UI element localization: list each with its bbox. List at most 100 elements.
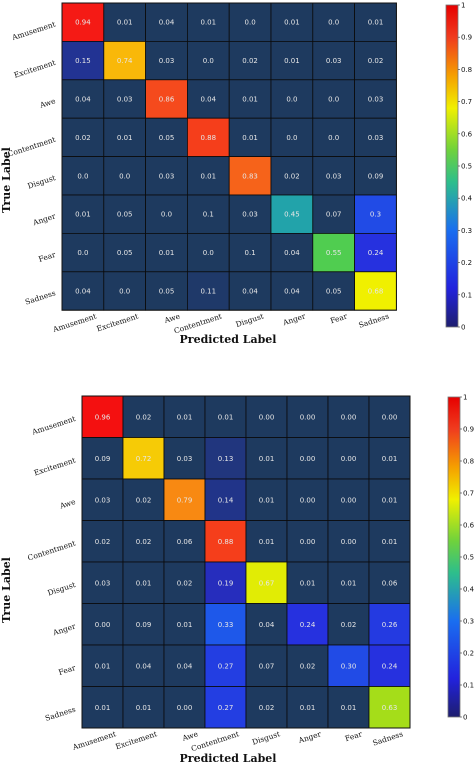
cell-value-label: 0.26 [382,621,398,629]
cell-value-label: 0.0 [119,172,130,180]
cell-value-label: 0.00 [300,455,316,463]
colorbar-tick-label: 0.3 [463,618,474,626]
cell-value-label: 0.01 [136,579,152,587]
cell-value-label: 0.11 [201,288,217,296]
cell-value-label: 0.00 [341,413,357,421]
heatmap-cell [145,194,188,234]
heatmap-cell [163,437,206,480]
heatmap-cell [354,156,397,196]
colorbar-tick-label: 0.1 [461,291,472,299]
heatmap-cell [228,271,272,311]
x-tick-label: Disgust [251,729,281,746]
heatmap-cell [327,644,370,687]
colorbar-gradient [445,4,459,328]
heatmap-cell [122,603,165,646]
colorbar-tick-label: 0.6 [463,522,474,530]
colorbar-tick-label: 0.4 [461,195,473,203]
cell-value-label: 0.01 [368,19,384,27]
y-tick-labels: Amusement Excitement Awe Contentment Disgust… [6,20,57,307]
heatmap-cell [245,520,288,563]
heatmap-cell [122,520,165,563]
cell-value-label: 0.00 [300,413,316,421]
heatmap-cell [368,395,411,438]
colorbar-tick-label: 0.3 [461,227,472,235]
heatmap-cell [327,437,370,480]
colorbar: 0 0.1 0.2 0.3 0.4 0.5 0.6 0.7 0.8 0.9 1 [445,2,473,332]
heatmap-cell [286,478,329,521]
cell-value-label: 0.13 [218,455,234,463]
heatmap-cell [145,271,188,311]
cell-value-label: 0.01 [259,496,275,504]
heatmap-cell [245,478,288,521]
cell-value-label: 0.00 [341,538,357,546]
cell-value-label: 0.0 [328,96,339,104]
cell-value-label: 0.00 [95,621,111,629]
heatmap-cell [145,79,188,119]
cell-value-label: 0.09 [95,455,111,463]
cell-value-label: 0.03 [326,172,342,180]
cell-value-label: 0.14 [218,496,234,504]
cell-value-label: 0.01 [259,538,275,546]
cell-value-label: 0.01 [300,704,316,712]
heatmap-cell [186,156,230,196]
heatmap-cell [245,686,288,729]
x-tick-label: Awe [180,729,199,743]
cell-value-label: 0.88 [218,538,234,546]
cell-value-label: 0.0 [203,57,214,65]
heatmap-cell [312,156,355,196]
heatmap-cell [186,79,230,119]
cell-value-label: 0.04 [259,621,275,629]
heatmap-cell [103,41,147,81]
cell-value-label: 0.94 [75,19,91,27]
cell-value-label: 0.02 [95,538,111,546]
cell-value-label: 0.01 [201,172,217,180]
cell-value-label: 0.00 [177,704,193,712]
colorbar-tick-label: 0.8 [461,66,472,74]
cell-value-label: 0.01 [284,57,300,65]
y-tick-label: Amusement [10,20,57,43]
x-tick-label: Excitement [95,312,139,334]
heatmap-cell [163,561,206,604]
colorbar-tick-label: 0 [463,714,467,722]
heatmap-cell [228,79,272,119]
cell-value-label: 0.03 [117,96,133,104]
cell-value-label: 0.88 [201,134,217,142]
heatmap-cell [245,561,288,604]
cell-value-label: 0.01 [177,413,193,421]
cell-value-label: 0.0 [203,249,214,257]
cell-value-label: 0.01 [95,662,111,670]
heatmap-cell [163,478,206,521]
cell-value-label: 0.01 [382,496,398,504]
heatmap-cell [204,686,247,729]
x-tick-label: Contentment [190,729,240,753]
colorbar-tick-label: 1 [461,2,465,10]
cell-value-label: 0.01 [382,455,398,463]
cells: 0.94 0.01 0.04 0.01 0.0 0.01 0.0 0.01 0.15 0.74 0.… [61,2,397,311]
heatmap-cell [163,603,206,646]
cell-value-label: 0.33 [218,621,234,629]
cell-value-label: 0.0 [77,172,88,180]
colorbar-tick-label: 0.5 [463,554,474,562]
cell-value-label: 0.15 [75,57,91,65]
cell-value-label: 0.04 [159,19,175,27]
cell-value-label: 0.04 [136,662,152,670]
cell-value-label: 0.01 [341,579,357,587]
x-tick-label: Sadness [371,729,404,747]
y-tick-label: Anger [31,211,57,227]
heatmap-cell [354,2,397,42]
colorbar-tick-label: 0.1 [463,682,474,690]
cell-value-label: 0.68 [368,288,384,296]
cell-value-label: 0.04 [75,96,91,104]
cell-value-label: 0.0 [77,249,88,257]
cell-value-label: 0.24 [382,662,398,670]
cell-value-label: 0.03 [368,96,384,104]
cell-value-label: 0.04 [177,662,193,670]
colorbar-tick-label: 0.7 [463,490,474,498]
heatmap-cell [228,194,272,234]
heatmap-cell [286,561,329,604]
x-tick-label: Amusement [51,312,98,335]
heatmap-cell [103,232,147,273]
y-tick-label: Contentment [26,539,76,563]
